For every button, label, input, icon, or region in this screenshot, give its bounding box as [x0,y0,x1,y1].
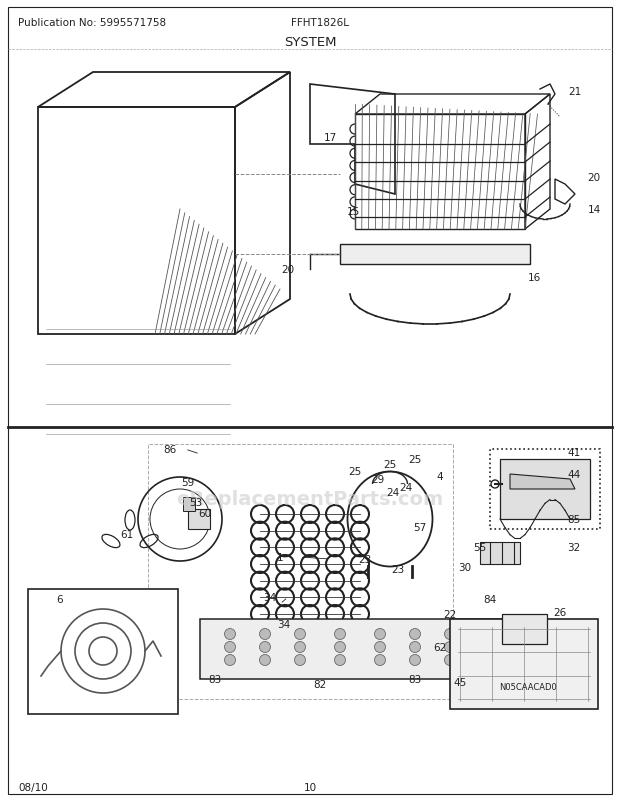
Circle shape [260,654,270,666]
Bar [183,497,195,512]
Text: 21: 21 [569,87,582,97]
Text: 34: 34 [264,592,277,602]
Text: Publication No: 5995571758: Publication No: 5995571758 [18,18,166,28]
Text: 1: 1 [277,553,283,562]
Bar [28,589,178,714]
Bar [188,509,210,529]
Circle shape [445,629,456,640]
Circle shape [445,654,456,666]
Circle shape [409,642,420,653]
Text: 14: 14 [587,205,601,215]
Text: 26: 26 [554,607,567,618]
Text: 15: 15 [347,207,360,217]
Text: 30: 30 [458,562,472,573]
Polygon shape [510,475,575,489]
Bar [500,460,590,520]
Text: SYSTEM: SYSTEM [284,36,336,49]
Text: 34: 34 [277,619,291,630]
Text: 83: 83 [208,674,221,684]
Text: 44: 44 [567,469,580,480]
Circle shape [294,654,306,666]
Text: 84: 84 [484,594,497,604]
Text: 24: 24 [386,488,400,497]
Circle shape [335,629,345,640]
Text: 23: 23 [358,554,371,565]
Text: 86: 86 [164,444,177,455]
Circle shape [260,629,270,640]
Text: 85: 85 [567,514,580,525]
Text: 41: 41 [567,448,580,457]
Text: 61: 61 [120,529,134,539]
Bar [490,449,600,529]
Text: 32: 32 [567,542,580,553]
Circle shape [335,654,345,666]
Text: 22: 22 [443,610,456,619]
Circle shape [409,654,420,666]
Text: 60: 60 [198,508,211,518]
Text: 23: 23 [391,565,405,574]
Text: 25: 25 [348,467,361,476]
Text: 55: 55 [474,542,487,553]
Text: 10: 10 [303,782,317,792]
Text: 29: 29 [371,475,384,484]
Text: 08/10: 08/10 [18,782,48,792]
Text: eReplacementParts.com: eReplacementParts.com [176,490,444,508]
Circle shape [224,654,236,666]
Circle shape [224,629,236,640]
Circle shape [294,629,306,640]
Circle shape [374,629,386,640]
Circle shape [224,642,236,653]
Text: 59: 59 [182,477,195,488]
Text: 57: 57 [414,522,427,533]
Text: 17: 17 [324,133,337,143]
Text: 25: 25 [383,460,397,469]
Text: 53: 53 [189,497,203,508]
Text: 24: 24 [399,482,413,492]
Polygon shape [340,245,530,265]
Circle shape [294,642,306,653]
Circle shape [260,642,270,653]
Circle shape [445,642,456,653]
Bar [480,542,520,565]
Text: FFHT1826L: FFHT1826L [291,18,349,28]
Text: 83: 83 [409,674,422,684]
Circle shape [374,642,386,653]
Circle shape [335,642,345,653]
Text: 20: 20 [587,172,601,183]
Text: 16: 16 [528,273,541,282]
Text: 25: 25 [409,455,422,464]
Text: 4: 4 [436,472,443,481]
Text: 82: 82 [313,679,327,689]
Bar [450,619,598,709]
Text: 20: 20 [281,265,294,274]
Text: N05CAACAD0: N05CAACAD0 [499,683,557,691]
Bar [200,619,510,679]
Circle shape [409,629,420,640]
Bar [502,614,547,644]
Text: 45: 45 [453,677,467,687]
Text: 6: 6 [56,594,63,604]
Bar [148,444,453,699]
Text: 62: 62 [433,642,446,652]
Circle shape [374,654,386,666]
